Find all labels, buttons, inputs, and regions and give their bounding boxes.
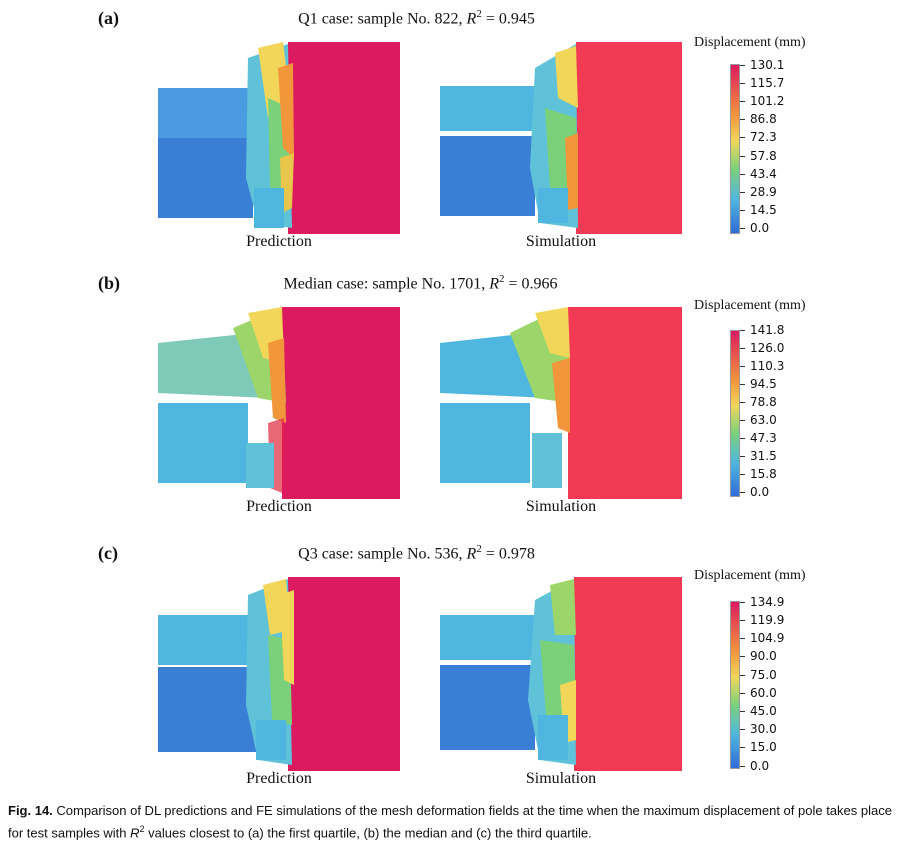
tick-label: 31.5 xyxy=(740,449,777,463)
tick-label: 43.4 xyxy=(740,167,777,181)
tick-label: 141.8 xyxy=(740,323,784,337)
tick-label: 0.0 xyxy=(740,485,769,499)
colorbar-title: Displacement (mm) xyxy=(694,35,806,50)
tick-label: 134.9 xyxy=(740,595,784,609)
tick-label: 0.0 xyxy=(740,221,769,235)
simulation-label: Simulation xyxy=(525,498,597,515)
tick-label: 0.0 xyxy=(740,759,769,773)
panel-label: (a) xyxy=(98,8,119,28)
tick-label: 15.0 xyxy=(740,740,777,754)
simulation-mesh xyxy=(440,577,682,771)
figure-caption: Fig. 14. Comparison of DL predictions an… xyxy=(8,803,892,841)
prediction-mesh xyxy=(158,307,400,499)
figure-number: Fig. 14. xyxy=(8,803,53,818)
tick-label: 30.0 xyxy=(740,722,777,736)
tick-label: 47.3 xyxy=(740,431,777,445)
tick-label: 72.3 xyxy=(740,130,777,144)
panel-title: Q1 case: sample No. 822, R2 = 0.945 xyxy=(298,8,535,28)
tick-label: 104.9 xyxy=(740,631,784,645)
tick-label: 130.1 xyxy=(740,58,784,72)
panel-a: (a) Q1 case: sample No. 822, R2 = 0.945 … xyxy=(0,8,913,276)
tick-label: 94.5 xyxy=(740,377,777,391)
simulation-label: Simulation xyxy=(525,770,597,787)
tick-label: 14.5 xyxy=(740,203,777,217)
panel-b: (b) Median case: sample No. 1701, R2 = 0… xyxy=(0,273,913,541)
colorbar-title: Displacement (mm) xyxy=(694,298,806,313)
prediction-label: Prediction xyxy=(246,498,312,515)
tick-label: 110.3 xyxy=(740,359,784,373)
panel-c: (c) Q3 case: sample No. 536, R2 = 0.978 … xyxy=(0,543,913,811)
tick-label: 45.0 xyxy=(740,704,777,718)
panel-title: Q3 case: sample No. 536, R2 = 0.978 xyxy=(298,543,535,563)
tick-label: 90.0 xyxy=(740,649,777,663)
simulation-mesh xyxy=(440,307,682,499)
simulation-label: Simulation xyxy=(525,233,597,250)
simulation-mesh xyxy=(440,42,682,234)
panel-label: (b) xyxy=(98,273,120,293)
tick-label: 57.8 xyxy=(740,149,777,163)
panel-title: Median case: sample No. 1701, R2 = 0.966 xyxy=(283,273,558,293)
tick-label: 15.8 xyxy=(740,467,777,481)
colorbar xyxy=(730,330,740,497)
prediction-mesh xyxy=(158,577,400,771)
colorbar xyxy=(730,601,740,769)
colorbar-title: Displacement (mm) xyxy=(694,568,806,583)
tick-label: 75.0 xyxy=(740,668,777,682)
tick-label: 101.2 xyxy=(740,94,784,108)
tick-label: 86.8 xyxy=(740,112,777,126)
prediction-label: Prediction xyxy=(246,770,312,787)
prediction-label: Prediction xyxy=(246,233,312,250)
panel-label: (c) xyxy=(98,543,118,563)
tick-label: 126.0 xyxy=(740,341,784,355)
tick-label: 119.9 xyxy=(740,613,784,627)
colorbar xyxy=(730,64,740,234)
tick-label: 115.7 xyxy=(740,76,784,90)
tick-label: 28.9 xyxy=(740,185,777,199)
tick-label: 78.8 xyxy=(740,395,777,409)
tick-label: 63.0 xyxy=(740,413,777,427)
prediction-mesh xyxy=(158,42,400,234)
tick-label: 60.0 xyxy=(740,686,777,700)
